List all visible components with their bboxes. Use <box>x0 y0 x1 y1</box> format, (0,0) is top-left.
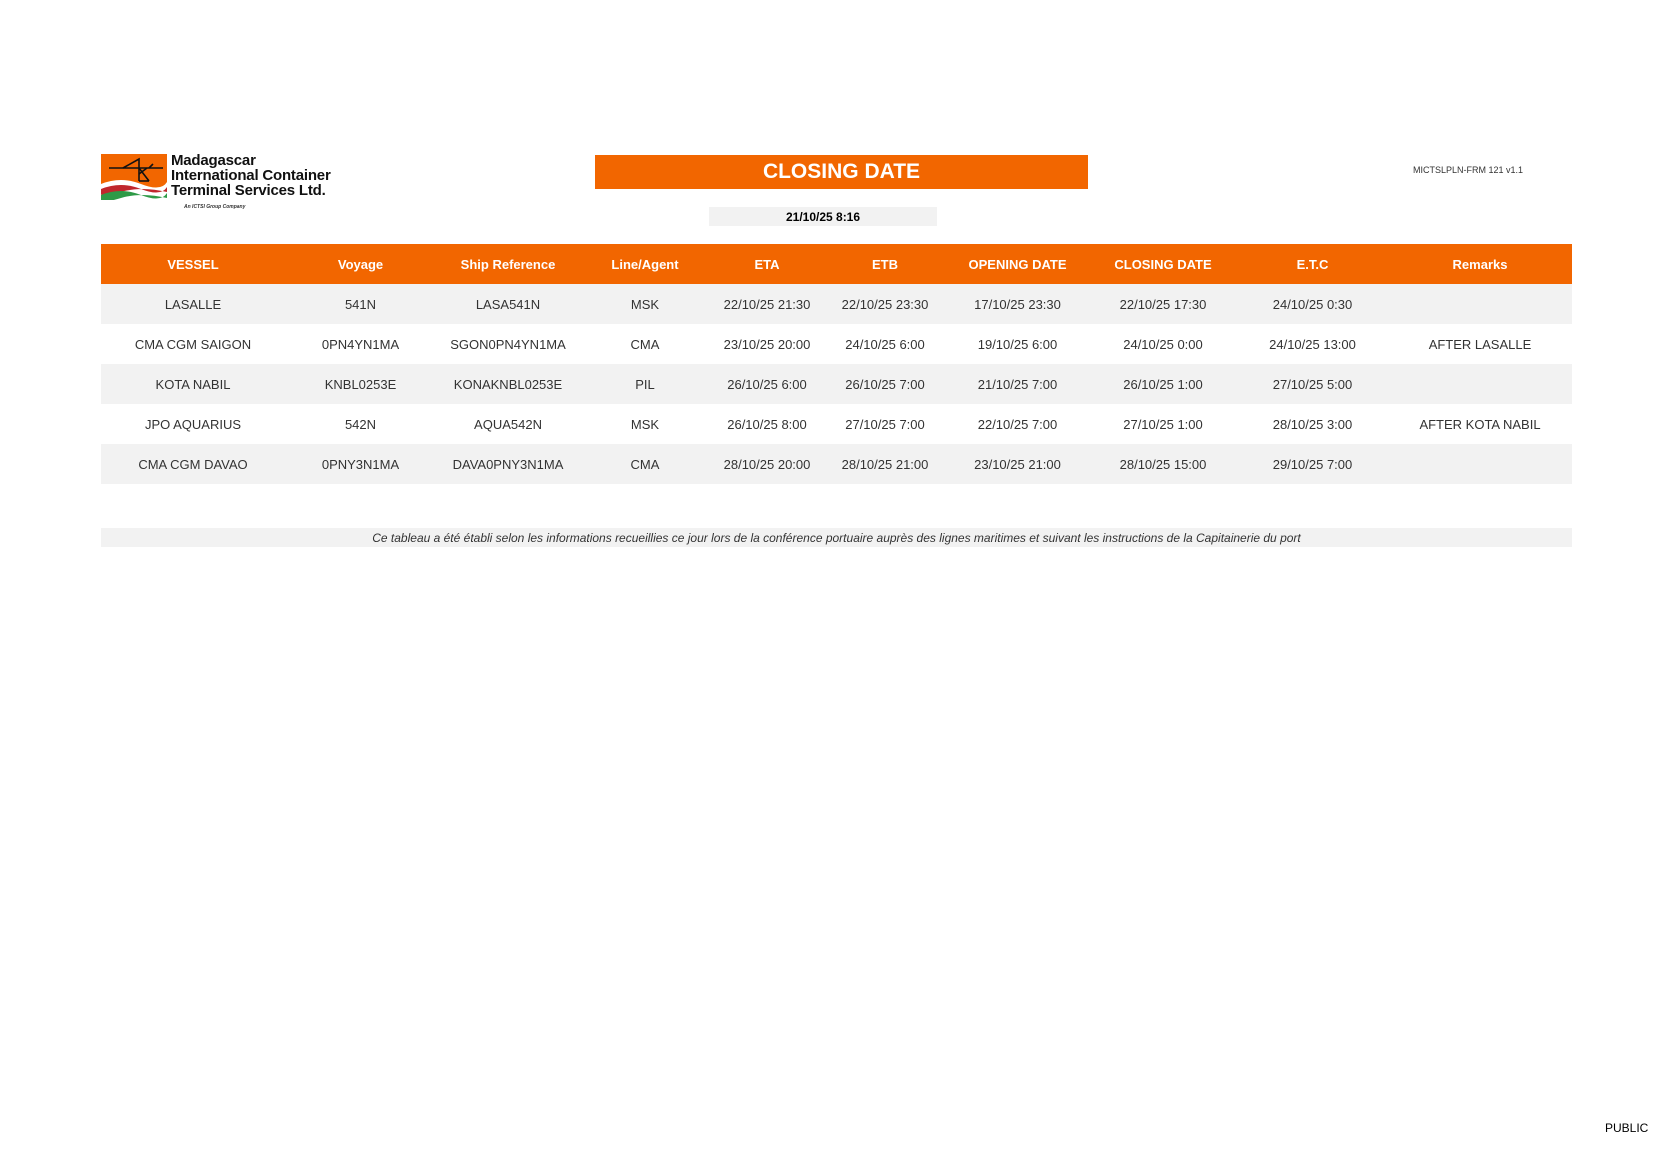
table-cell: 0PN4YN1MA <box>321 336 400 352</box>
table-cell <box>1388 284 1572 324</box>
table-cell: MSK <box>580 284 710 324</box>
table-cell: 22/10/25 17:30 <box>1089 284 1237 324</box>
column-header: OPENING DATE <box>946 244 1089 284</box>
table-cell: 22/10/25 21:30 <box>710 284 824 324</box>
table-cell: CMA <box>630 336 660 352</box>
table-cell: 17/10/25 23:30 <box>946 284 1089 324</box>
table-cell: AFTER LASALLE <box>1428 336 1532 352</box>
column-header: E.T.C <box>1237 244 1388 284</box>
column-header: ETA <box>710 244 824 284</box>
table-cell <box>1388 444 1572 484</box>
table-cell: 28/10/25 21:00 <box>824 444 946 484</box>
column-header: Voyage <box>285 244 436 284</box>
column-header: CLOSING DATE <box>1089 244 1237 284</box>
table-row: LASALLE 541N LASA541N MSK 22/10/25 21:30 22/1… <box>101 284 1572 324</box>
report-date: 21/10/25 8:16 <box>709 207 937 226</box>
table-header: VESSEL Voyage Ship Reference Line/Agent ETA E… <box>101 244 1572 284</box>
table-cell: 22/10/25 23:30 <box>824 284 946 324</box>
table-row: JPO AQUARIUS 542N AQUA542N MSK 26/10/25 8:00… <box>101 404 1572 444</box>
table-cell: 541N <box>285 284 436 324</box>
table-cell: 22/10/25 7:00 <box>977 416 1058 432</box>
table-cell: 0PNY3N1MA <box>285 444 436 484</box>
logo-text: Madagascar International Container Termi… <box>171 153 331 198</box>
table-cell: DAVA0PNY3N1MA <box>436 444 580 484</box>
logo-subtitle: An ICTSI Group Company <box>184 204 246 210</box>
table-cell: 24/10/25 13:00 <box>1269 336 1356 352</box>
form-code: MICTSLPLN-FRM 121 v1.1 <box>1413 165 1524 175</box>
table-row: CMA CGM SAIGON 0PN4YN1MA SGON0PN4YN1MA CMA 2… <box>101 324 1572 364</box>
table-cell: CMA CGM SAIGON <box>134 336 252 352</box>
table-cell: 542N <box>344 416 377 432</box>
table-cell: 27/10/25 5:00 <box>1237 364 1388 404</box>
column-header: VESSEL <box>101 244 285 284</box>
table-cell: LASA541N <box>436 284 580 324</box>
table-cell: JPO AQUARIUS <box>144 416 242 432</box>
table-cell: PIL <box>580 364 710 404</box>
table-cell: AFTER KOTA NABIL <box>1419 416 1541 432</box>
table-cell: CMA <box>580 444 710 484</box>
table-cell: 23/10/25 21:00 <box>946 444 1089 484</box>
table-cell: 26/10/25 7:00 <box>824 364 946 404</box>
logo-line: Madagascar <box>171 152 256 169</box>
logo-line: International Container <box>171 167 331 184</box>
table-cell: 28/10/25 3:00 <box>1272 416 1353 432</box>
table-cell: KONAKNBL0253E <box>436 364 580 404</box>
table-cell: 27/10/25 7:00 <box>845 416 925 432</box>
table-row: KOTA NABIL KNBL0253E KONAKNBL0253E PIL 26/10… <box>101 364 1572 404</box>
table-cell: KOTA NABIL <box>101 364 285 404</box>
table-cell: 26/10/25 1:00 <box>1089 364 1237 404</box>
table-cell: 27/10/25 1:00 <box>1123 416 1203 432</box>
table-cell: LASALLE <box>101 284 285 324</box>
table-cell: 24/10/25 0:00 <box>1123 336 1203 352</box>
company-logo: Madagascar International Container Termi… <box>101 153 341 212</box>
table-cell <box>1388 364 1572 404</box>
column-header: Ship Reference <box>436 244 580 284</box>
table-cell: 28/10/25 15:00 <box>1089 444 1237 484</box>
table-cell: SGON0PN4YN1MA <box>450 336 566 352</box>
page-title: CLOSING DATE <box>595 155 1088 189</box>
classification-label: PUBLIC <box>1605 1121 1649 1135</box>
crane-logo-icon <box>101 154 167 200</box>
column-header: ETB <box>824 244 946 284</box>
column-header: Remarks <box>1388 244 1572 284</box>
column-header: Line/Agent <box>580 244 710 284</box>
table-cell: 21/10/25 7:00 <box>946 364 1089 404</box>
table-cell: MSK <box>630 416 660 432</box>
table-row: CMA CGM DAVAO 0PNY3N1MA DAVA0PNY3N1MA CMA 28… <box>101 444 1572 484</box>
table-cell: KNBL0253E <box>285 364 436 404</box>
table-cell: 29/10/25 7:00 <box>1237 444 1388 484</box>
table-cell: 24/10/25 0:30 <box>1237 284 1388 324</box>
closing-date-table: VESSEL Voyage Ship Reference Line/Agent ETA E… <box>101 244 1572 484</box>
table-cell: 28/10/25 20:00 <box>710 444 824 484</box>
footnote: Ce tableau a été établi selon les inform… <box>101 528 1572 547</box>
table-cell: 24/10/25 6:00 <box>845 336 925 352</box>
table-cell: 19/10/25 6:00 <box>977 336 1058 352</box>
table-cell: 26/10/25 6:00 <box>710 364 824 404</box>
table-cell: CMA CGM DAVAO <box>101 444 285 484</box>
table-cell: AQUA542N <box>474 416 542 432</box>
table-cell: 23/10/25 20:00 <box>723 336 811 352</box>
logo-line: Terminal Services Ltd. <box>171 182 326 199</box>
table-cell: 26/10/25 8:00 <box>727 416 807 432</box>
